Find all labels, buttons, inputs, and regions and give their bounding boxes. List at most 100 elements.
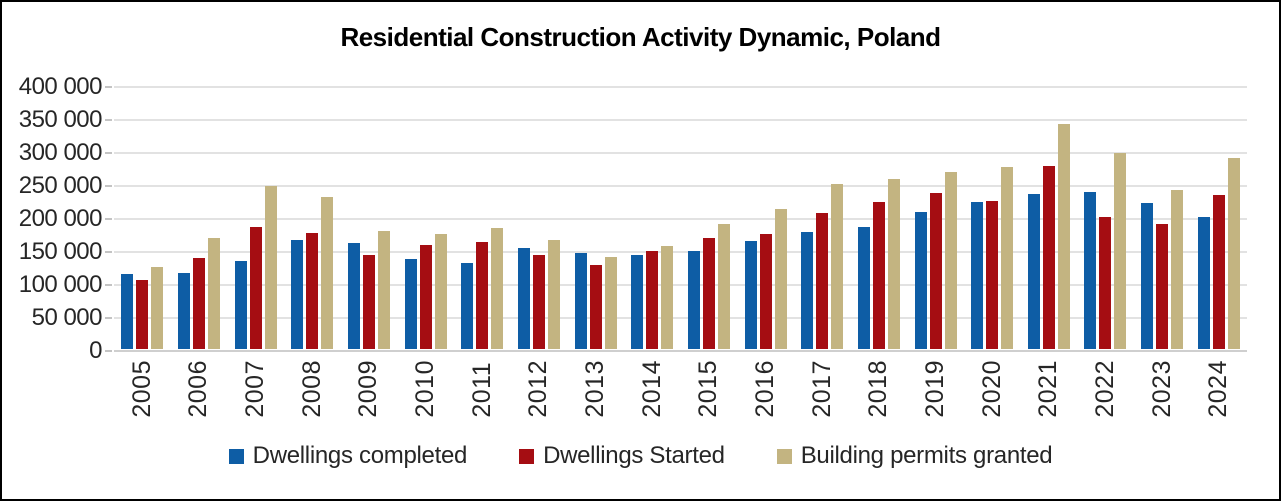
bar-building-permits-granted-2013 [604,257,617,349]
bar-building-permits-granted-2017 [831,184,844,349]
x-cell-2014: 2014 [624,360,681,418]
legend-label-dwellings-completed: Dwellings completed [252,442,468,469]
x-axis-label-2019: 2019 [921,360,950,418]
y-tick-100000 [105,284,112,286]
bar-group-2017 [794,87,851,349]
y-axis-label-100000: 100 000 [18,271,103,298]
bar-building-permits-granted-2018 [887,179,900,349]
bar-building-permits-granted-2023 [1171,190,1184,349]
x-axis-label-2013: 2013 [581,360,610,418]
bar-building-permits-granted-2011 [491,228,504,349]
bar-building-permits-granted-2022 [1114,153,1127,349]
bar-series-container [114,87,1247,349]
bar-group-2009 [341,87,398,349]
bar-dwellings-completed-2021 [1027,194,1040,349]
bar-group-2007 [227,87,284,349]
bar-group-2006 [171,87,228,349]
x-axis-label-2021: 2021 [1034,360,1063,418]
bar-dwellings-completed-2007 [234,261,247,349]
x-axis-label-2010: 2010 [411,360,440,418]
gridline-200000 [114,218,1247,220]
bar-dwellings-completed-2023 [1141,203,1154,349]
x-axis-label-2012: 2012 [524,360,553,418]
gridline-400000 [114,86,1247,88]
gridline-150000 [114,251,1247,253]
bar-dwellings-completed-2011 [461,263,474,349]
x-cell-2010: 2010 [397,360,454,418]
x-axis-label-2008: 2008 [297,360,326,418]
x-cell-2013: 2013 [567,360,624,418]
bar-dwellings-started-2019 [929,193,942,349]
x-cell-2006: 2006 [171,360,228,418]
bar-building-permits-granted-2015 [717,224,730,349]
chart-title: Residential Construction Activity Dynami… [340,22,941,52]
legend-label-building-permits-granted: Building permits granted [800,442,1053,469]
bar-dwellings-started-2018 [872,202,885,349]
x-cell-2020: 2020 [964,360,1021,418]
bar-group-2020 [964,87,1021,349]
bar-dwellings-completed-2018 [857,227,870,349]
bar-dwellings-completed-2012 [517,248,530,349]
x-axis-label-2016: 2016 [751,360,780,418]
bar-group-2010 [397,87,454,349]
bar-dwellings-started-2008 [306,233,319,349]
x-cell-2015: 2015 [681,360,738,418]
x-axis-label-2005: 2005 [127,360,156,418]
x-axis-label-2017: 2017 [807,360,836,418]
x-axis-label-2024: 2024 [1204,360,1233,418]
bar-dwellings-started-2017 [816,213,829,349]
bar-group-2019 [907,87,964,349]
bar-dwellings-started-2009 [362,255,375,349]
y-axis-label-50000: 50 000 [31,304,103,331]
bar-dwellings-started-2022 [1099,217,1112,349]
bar-group-2022 [1077,87,1134,349]
bar-building-permits-granted-2010 [434,234,447,349]
bar-dwellings-started-2007 [249,227,262,349]
x-cell-2009: 2009 [341,360,398,418]
bar-building-permits-granted-2014 [661,246,674,349]
bar-group-2012 [511,87,568,349]
legend-swatch-dwellings-started [519,448,535,464]
x-axis-label-2009: 2009 [354,360,383,418]
bar-group-2018 [851,87,908,349]
x-axis-label-2006: 2006 [184,360,213,418]
bar-dwellings-started-2024 [1212,195,1225,349]
bar-building-permits-granted-2005 [151,267,164,349]
legend-item-dwellings-started: Dwellings Started [519,442,725,470]
bar-group-2016 [737,87,794,349]
y-axis-label-350000: 350 000 [18,106,103,133]
gridline-300000 [114,152,1247,154]
legend-item-building-permits-granted: Building permits granted [776,442,1053,470]
y-axis-labels: 400 000 350 000 300 000 250 000 200 000 150 0… [2,2,106,499]
x-cell-2019: 2019 [907,360,964,418]
y-tick-0 [105,350,112,352]
x-axis-label-2011: 2011 [467,361,496,418]
y-axis-label-200000: 200 000 [18,205,103,232]
bar-dwellings-completed-2008 [291,240,304,349]
bar-dwellings-completed-2017 [801,232,814,349]
x-axis-baseline [114,350,1247,352]
x-cell-2018: 2018 [851,360,908,418]
y-axis-label-150000: 150 000 [18,238,103,265]
bar-dwellings-started-2021 [1042,166,1055,349]
bar-dwellings-started-2023 [1156,224,1169,349]
x-axis-label-2018: 2018 [864,360,893,418]
y-tick-300000 [105,152,112,154]
gridline-250000 [114,185,1247,187]
bar-dwellings-completed-2013 [574,253,587,349]
y-axis-label-300000: 300 000 [18,139,103,166]
bar-building-permits-granted-2009 [377,231,390,349]
bar-building-permits-granted-2007 [264,186,277,349]
bar-group-2013 [567,87,624,349]
x-axis-label-2014: 2014 [637,360,666,418]
bar-building-permits-granted-2008 [321,197,334,349]
plot-area [105,86,1247,352]
x-axis-label-2023: 2023 [1147,360,1176,418]
bar-dwellings-completed-2005 [121,274,134,349]
bar-dwellings-started-2010 [419,245,432,349]
bar-building-permits-granted-2020 [1001,167,1014,349]
x-cell-2016: 2016 [737,360,794,418]
bar-dwellings-started-2015 [702,238,715,349]
bar-group-2023 [1134,87,1191,349]
